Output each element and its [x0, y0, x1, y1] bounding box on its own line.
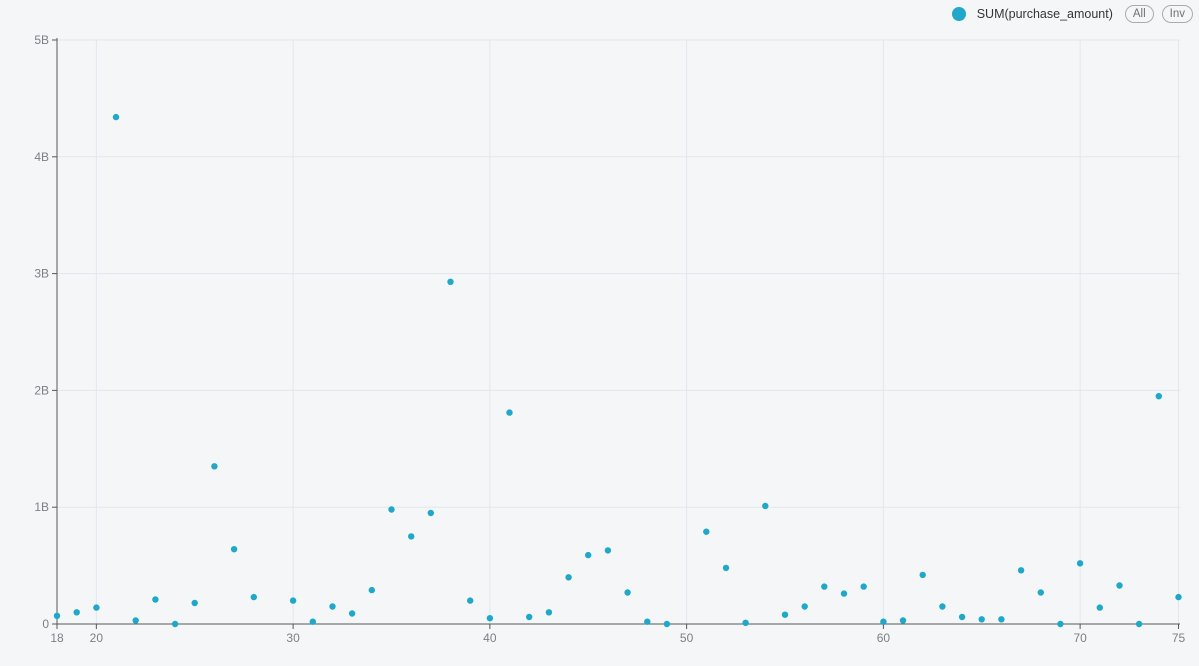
- svg-text:50: 50: [680, 631, 694, 645]
- axes: [56, 38, 1180, 625]
- svg-text:40: 40: [483, 631, 497, 645]
- svg-text:0: 0: [42, 617, 49, 631]
- gridlines: [57, 39, 1180, 624]
- data-point[interactable]: [53, 612, 61, 619]
- data-point[interactable]: [703, 528, 710, 535]
- data-point[interactable]: [329, 603, 336, 610]
- legend-label: SUM(purchase_amount): [976, 7, 1113, 21]
- data-point[interactable]: [1116, 582, 1123, 589]
- data-point[interactable]: [230, 546, 238, 553]
- data-point[interactable]: [1037, 589, 1045, 596]
- svg-text:18: 18: [50, 631, 64, 645]
- data-point[interactable]: [1096, 604, 1104, 611]
- data-point[interactable]: [171, 620, 179, 628]
- data-point[interactable]: [1017, 567, 1025, 574]
- data-point[interactable]: [289, 597, 297, 604]
- y-axis-ticks: 0 1B 2B 3B 4B 5B: [34, 33, 57, 631]
- svg-text:2B: 2B: [34, 383, 49, 397]
- data-point[interactable]: [644, 618, 651, 625]
- data-point[interactable]: [919, 571, 926, 579]
- legend: SUM(purchase_amount) All Inv: [951, 5, 1193, 23]
- svg-text:5B: 5B: [34, 33, 49, 47]
- data-point[interactable]: [93, 604, 100, 611]
- data-point[interactable]: [801, 603, 808, 610]
- data-point[interactable]: [191, 599, 198, 607]
- data-point[interactable]: [899, 617, 907, 624]
- data-point[interactable]: [112, 113, 120, 121]
- data-point[interactable]: [880, 618, 887, 625]
- data-point[interactable]: [978, 616, 985, 623]
- data-point[interactable]: [1135, 620, 1143, 628]
- svg-text:1B: 1B: [34, 500, 49, 514]
- x-axis-ticks: 18 20 30 40 50 60 70 75: [50, 624, 1185, 645]
- data-point[interactable]: [545, 609, 553, 616]
- data-point[interactable]: [486, 615, 494, 622]
- data-point[interactable]: [526, 613, 533, 621]
- data-point[interactable]: [1175, 593, 1182, 601]
- data-point[interactable]: [1076, 560, 1084, 567]
- svg-text:3B: 3B: [34, 267, 49, 281]
- svg-text:70: 70: [1073, 631, 1087, 645]
- data-point[interactable]: [309, 618, 316, 625]
- data-point[interactable]: [368, 586, 375, 594]
- data-point[interactable]: [427, 509, 434, 517]
- data-point[interactable]: [722, 564, 730, 572]
- data-point[interactable]: [821, 583, 828, 590]
- series-SUM(purchase_amount): [53, 113, 1182, 628]
- data-point[interactable]: [663, 620, 671, 628]
- data-point[interactable]: [1155, 393, 1163, 400]
- svg-text:30: 30: [286, 631, 300, 645]
- data-point[interactable]: [939, 603, 946, 610]
- data-point[interactable]: [73, 609, 80, 616]
- data-point[interactable]: [781, 611, 789, 618]
- svg-text:20: 20: [90, 631, 104, 645]
- data-point[interactable]: [998, 616, 1005, 623]
- legend-marker-icon: [951, 7, 966, 21]
- data-point[interactable]: [840, 590, 848, 597]
- data-point[interactable]: [1057, 620, 1064, 628]
- data-point[interactable]: [447, 278, 454, 285]
- legend-inverse-selection-button[interactable]: Inv: [1161, 5, 1193, 23]
- svg-text:60: 60: [877, 631, 891, 645]
- svg-text:4B: 4B: [34, 150, 49, 164]
- data-point[interactable]: [211, 463, 218, 470]
- legend-select-all-button[interactable]: All: [1124, 5, 1154, 23]
- data-point[interactable]: [408, 533, 415, 540]
- data-point[interactable]: [388, 506, 395, 513]
- data-point[interactable]: [506, 409, 513, 416]
- legend-item-purchase-amount[interactable]: SUM(purchase_amount): [951, 7, 1113, 21]
- data-point[interactable]: [250, 593, 257, 601]
- data-point[interactable]: [860, 583, 867, 590]
- data-point[interactable]: [958, 613, 966, 621]
- data-point[interactable]: [624, 589, 631, 596]
- data-point[interactable]: [348, 610, 356, 617]
- data-point[interactable]: [565, 574, 572, 581]
- data-point[interactable]: [132, 617, 139, 624]
- data-point[interactable]: [152, 596, 159, 603]
- data-point[interactable]: [467, 597, 474, 604]
- data-point[interactable]: [742, 619, 749, 626]
- svg-text:75: 75: [1172, 631, 1186, 645]
- data-point[interactable]: [762, 502, 769, 510]
- data-point[interactable]: [604, 547, 612, 554]
- data-point[interactable]: [585, 551, 592, 559]
